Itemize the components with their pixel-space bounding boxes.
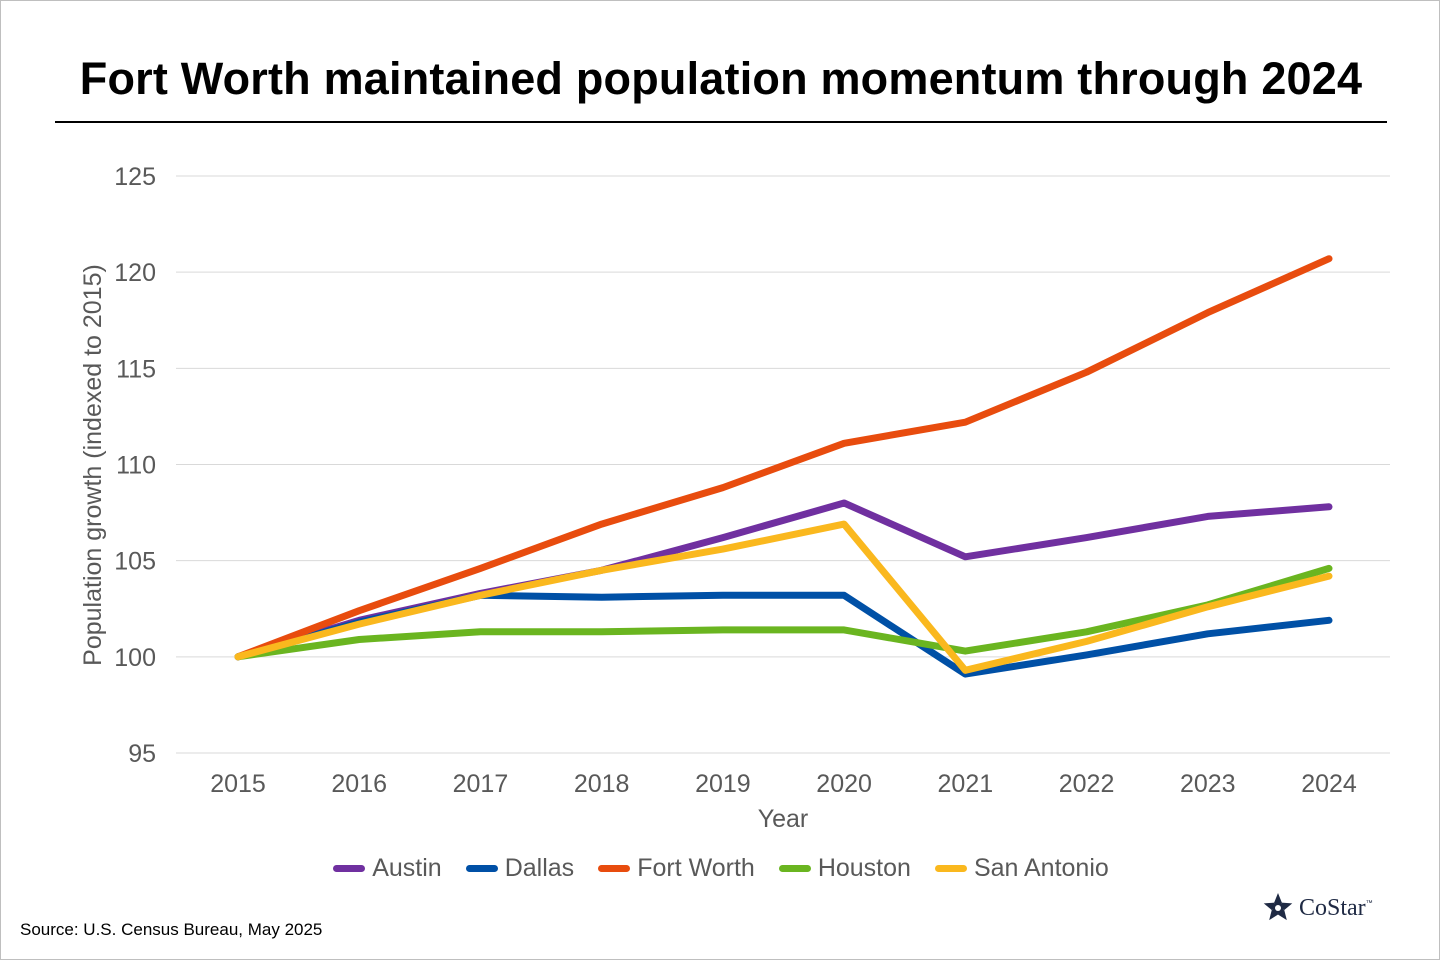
y-axis-ticks: 95 100 105 110 115 120 125 [114, 163, 156, 768]
source-note: Source: U.S. Census Bureau, May 2025 [20, 920, 323, 939]
gridlines [176, 175, 1390, 754]
series-line-san-antonio [234, 520, 1333, 674]
y-tick-label: 105 [114, 548, 156, 576]
x-tick-label: 2021 [938, 770, 994, 798]
costar-star-icon [1263, 893, 1293, 921]
x-tick-label: 2023 [1180, 770, 1236, 798]
legend-label: Houston [817, 853, 911, 882]
y-tick-label: 125 [114, 163, 156, 191]
chart-title: Fort Worth maintained population momentu… [79, 53, 1363, 104]
series-line-fort-worth [234, 255, 1333, 661]
y-tick-label: 100 [114, 644, 156, 672]
legend-item-san-antonio: San Antonio [934, 853, 1109, 883]
legend-label: San Antonio [973, 853, 1109, 882]
x-tick-label: 2019 [695, 770, 751, 798]
x-tick-label: 2016 [331, 770, 387, 798]
legend-item-houston: Houston [778, 853, 911, 883]
y-tick-label: 120 [114, 259, 156, 287]
legend-item-dallas: Dallas [465, 853, 575, 883]
legend-item-fort-worth: Fort Worth [598, 854, 755, 883]
y-axis-title: Population growth (indexed to 2015) [79, 264, 107, 666]
legend-label: Fort Worth [637, 853, 755, 882]
series-line-houston [234, 564, 1333, 661]
legend-swatch [598, 864, 631, 872]
legend: Austin Dallas Fort Worth Houston San Antonio [1, 851, 1440, 885]
x-tick-label: 2020 [816, 770, 872, 798]
x-tick-label: 2024 [1301, 770, 1357, 798]
x-tick-label: 2018 [574, 770, 630, 798]
costar-logo: CoStar ™ [1261, 891, 1373, 925]
legend-label: Dallas [504, 853, 575, 882]
series-lines [234, 255, 1333, 678]
y-tick-label: 115 [116, 355, 156, 383]
y-tick-label: 110 [116, 452, 156, 480]
legend-item-austin: Austin [333, 853, 442, 883]
costar-logo-trademark: ™ [1365, 899, 1373, 907]
x-tick-label: 2017 [453, 770, 509, 798]
legend-label: Austin [372, 853, 442, 882]
costar-logo-text: CoStar [1299, 894, 1366, 921]
x-tick-label: 2022 [1059, 770, 1115, 798]
y-tick-label: 95 [128, 740, 156, 768]
legend-swatch [778, 864, 811, 872]
x-tick-label: 2015 [210, 770, 266, 798]
x-axis-ticks: 2015 2016 2017 2018 2019 2020 2021 2022 2023 2024 [210, 770, 1357, 798]
legend-swatch [333, 864, 366, 872]
legend-swatch [934, 864, 967, 872]
x-axis-title: Year [758, 805, 809, 833]
title-divider [55, 121, 1387, 123]
legend-swatch [465, 864, 498, 872]
